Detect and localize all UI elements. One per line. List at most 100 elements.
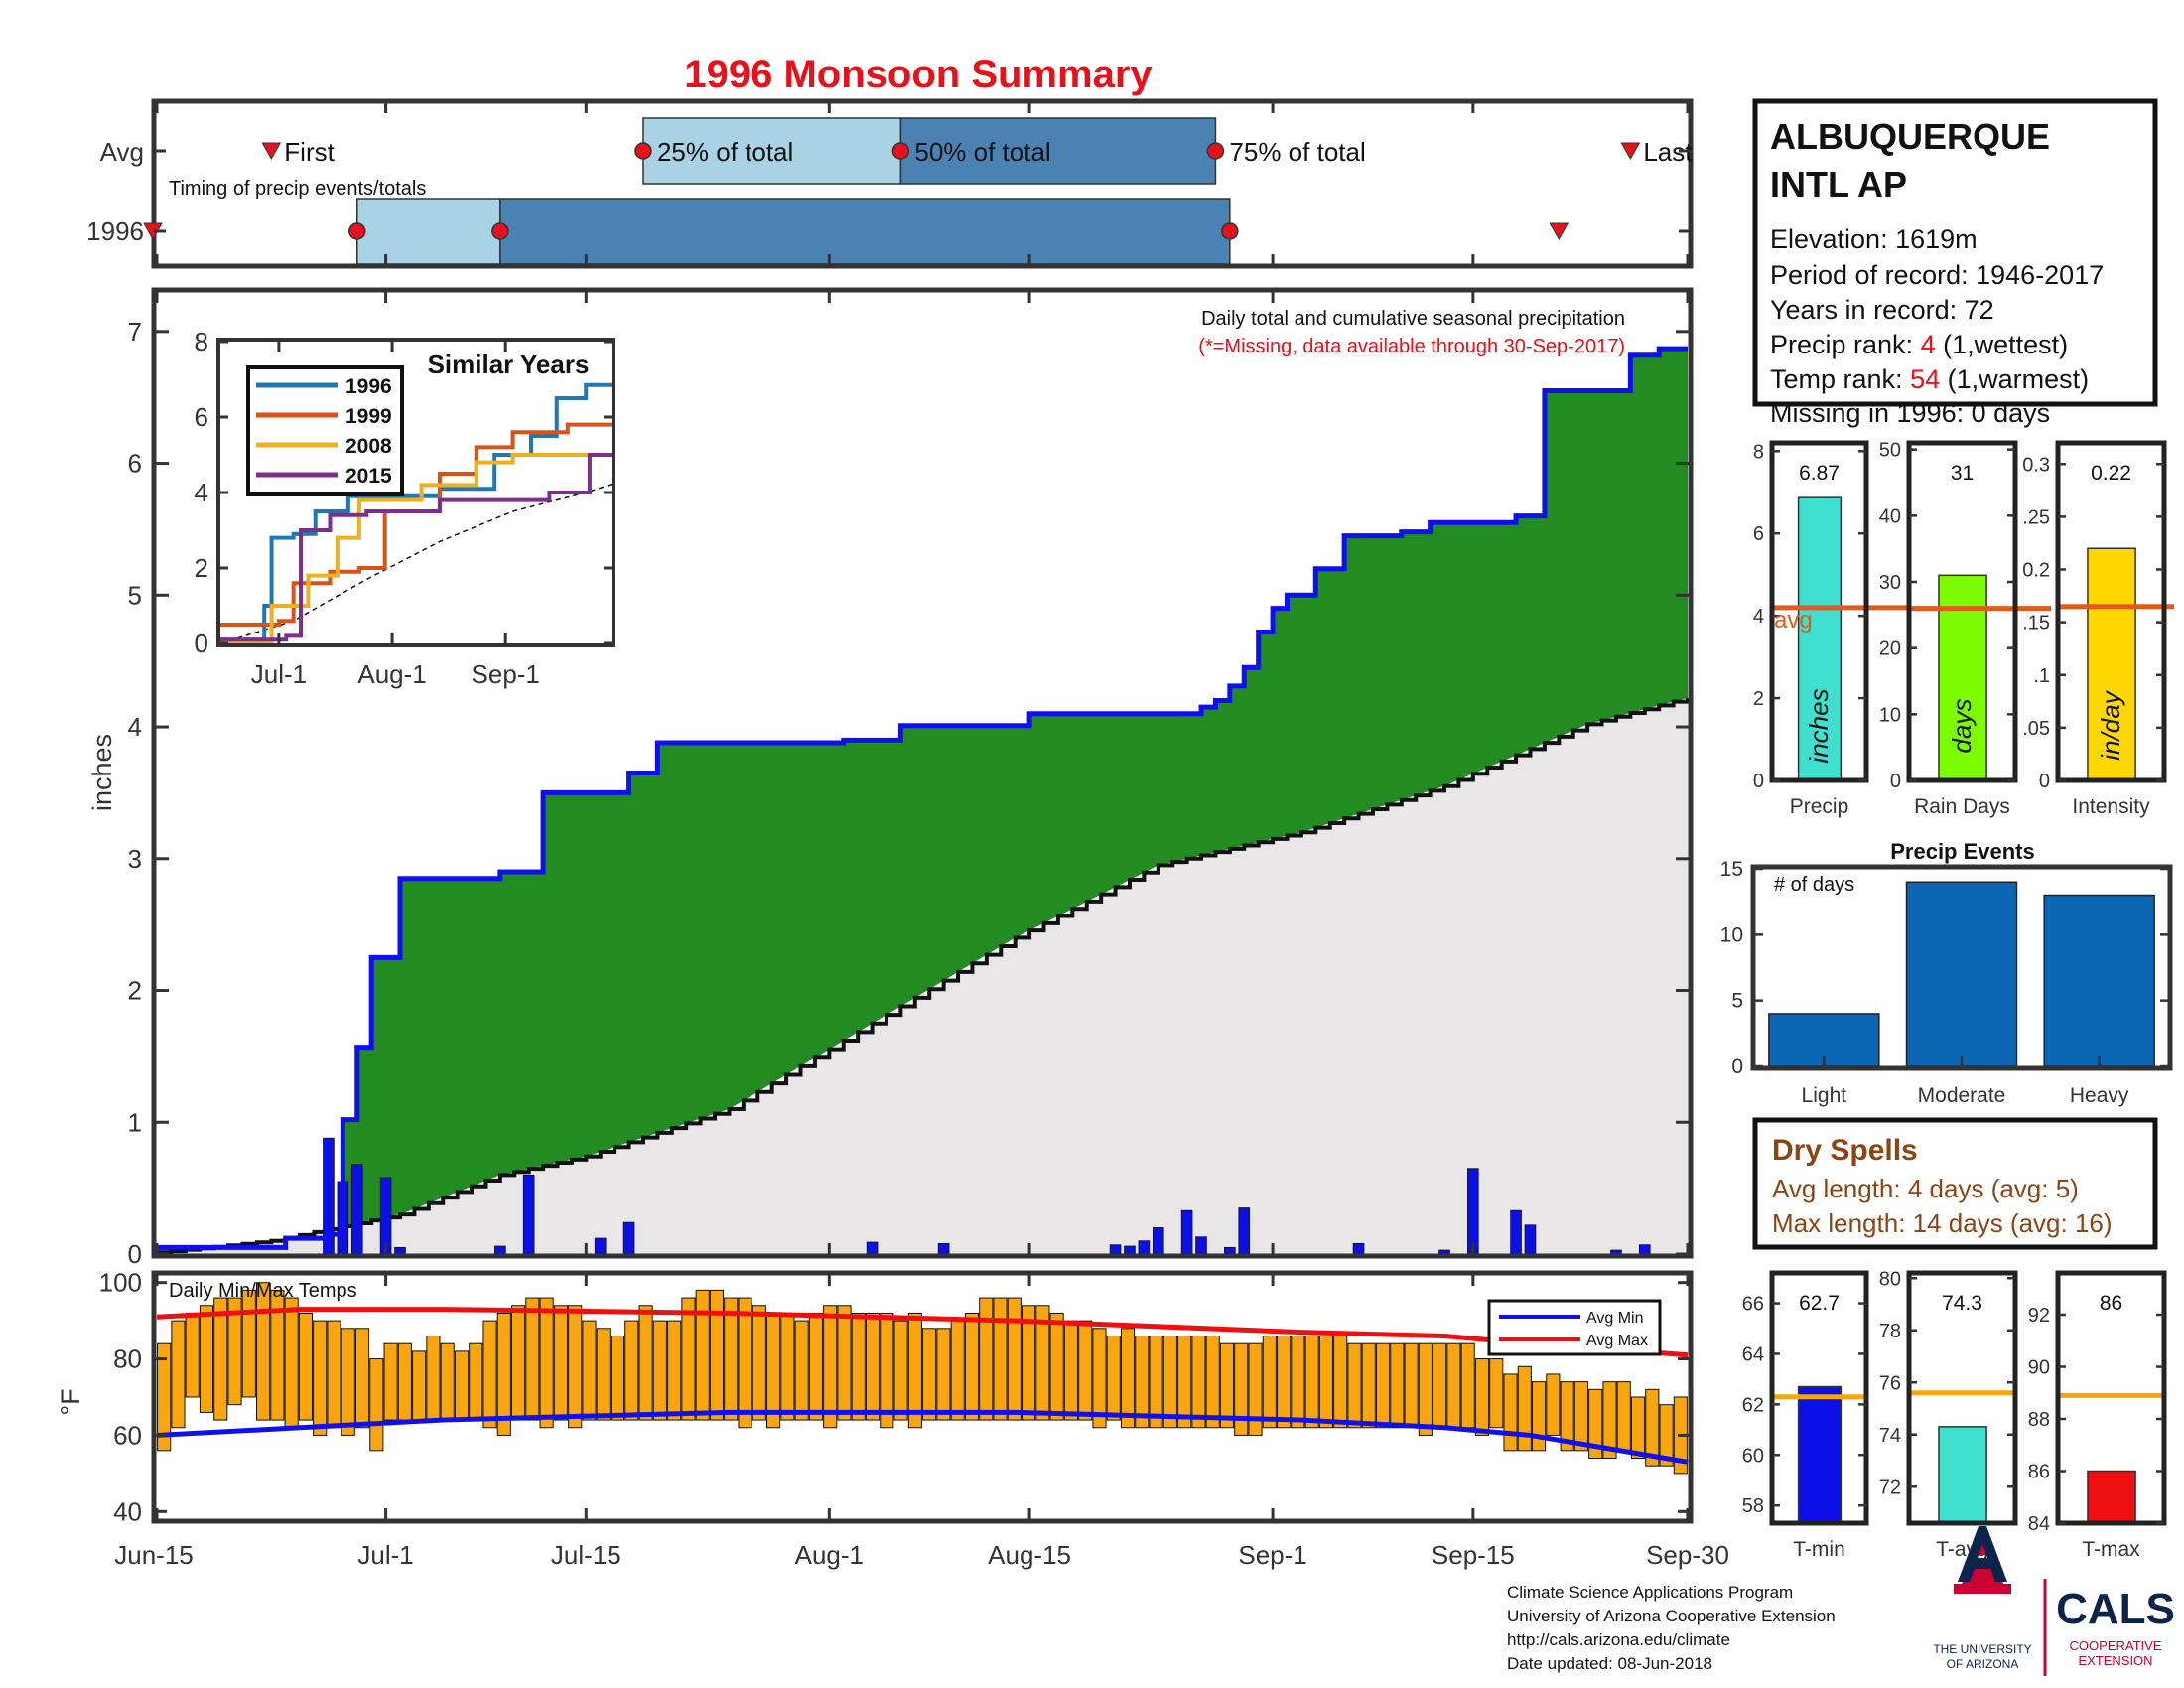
daily-temp-bar: [1418, 1342, 1433, 1436]
daily-precip-bar: [1467, 1168, 1479, 1255]
daily-temp-bar: [1460, 1342, 1475, 1429]
daily-temp-bar: [1092, 1328, 1107, 1429]
precip-total-value-label: 6.87: [1799, 462, 1840, 485]
precip-total-ytick-label: 8: [1753, 441, 1764, 463]
inset-legend-label-2015: 2015: [345, 465, 392, 488]
daily-temp-bar: [511, 1305, 526, 1421]
station-info-box: ALBUQUERQUE INTL AP Elevation: 1619m Per…: [1752, 98, 2158, 428]
intensity-panel: 0 .05 .1 .15 0.2 .25 0.3 0.22 Intensity in/day: [2022, 440, 2174, 818]
date-label-Jul-15: Jul-15: [551, 1540, 621, 1570]
dot-year-50: [491, 222, 509, 240]
cals-subtext-2: EXTENSION: [2078, 1653, 2152, 1668]
dot-avg-50: [891, 142, 910, 160]
precip-rank-suffix: (1,wettest): [1936, 330, 2069, 359]
daily-temp-bar: [1361, 1342, 1376, 1429]
rain-days-ytick-label: 0: [1890, 771, 1901, 792]
daily-temp-bar: [354, 1328, 370, 1429]
temp-frame: [151, 1270, 1694, 1524]
precip-events-title: Precip Events: [1890, 839, 2035, 864]
inset-title: Similar Years: [428, 350, 590, 379]
rain-days-ytick-label: 50: [1879, 440, 1901, 462]
dry-spells-title: Dry Spells: [1772, 1134, 1918, 1167]
daily-temp-bar: [412, 1350, 427, 1421]
avg-first-quarter-bar: [642, 117, 902, 185]
temp-rank-prefix: Temp rank:: [1770, 364, 1910, 394]
daily-temp-bar: [1517, 1365, 1532, 1452]
daily-temp-bar: [1219, 1342, 1235, 1429]
temp-axes: 40 60 80 100: [99, 1268, 1691, 1526]
daily-temp-bar: [1248, 1342, 1263, 1436]
daily-temp-bar: [823, 1305, 838, 1429]
daily-temp-bar: [695, 1289, 710, 1421]
daily-precip-bar: [937, 1242, 950, 1255]
t-max-ytick-label: 90: [2028, 1357, 2050, 1379]
station-temp-rank: Temp rank: 54 (1,warmest): [1770, 364, 2089, 394]
temp-ytick-label: 40: [113, 1496, 142, 1526]
timing-p25-label: 25% of total: [657, 137, 793, 167]
year-last-marker: [1549, 222, 1570, 241]
precip-total-panel: 0 2 4 6 8 6.87 Precip inches avg: [1753, 440, 1911, 818]
daily-temp-bar: [171, 1320, 186, 1429]
precip-total-ytick-label: 6: [1753, 523, 1764, 545]
inset-xtick-label: Aug-1: [357, 659, 426, 689]
daily-temp-bar: [256, 1282, 271, 1421]
t-avg-ytick-label: 76: [1879, 1372, 1901, 1394]
events-ytick-label: 15: [1720, 858, 1743, 881]
daily-temp-bar: [907, 1312, 922, 1429]
daily-precip-bar: [1352, 1242, 1365, 1255]
intensity-frame: [2055, 440, 2167, 783]
daily-temp-bar: [865, 1312, 881, 1421]
daily-temp-bar: [1063, 1320, 1078, 1421]
daily-temp-bar: [213, 1297, 228, 1421]
daily-temp-bar: [1120, 1328, 1136, 1429]
average-cumulative-area: [157, 697, 1688, 1254]
intensity-ytick-label: 0.3: [2022, 454, 2050, 476]
temp-rank-value: 54: [1910, 364, 1940, 394]
university-of-arizona-logo: THE UNIVERSITY OF ARIZONA: [1933, 1526, 2032, 1671]
main-axes: 0 1 2 3 4 5 6 7: [128, 290, 1691, 1269]
inset-legend-items: 1996 1999 2008 2015: [256, 375, 392, 488]
timing-row-year: 1996: [86, 216, 144, 246]
daily-temp-bar: [454, 1350, 470, 1421]
daily-temp-bar: [751, 1305, 766, 1421]
main-ytick-label: 2: [128, 976, 142, 1006]
precip-total-frame: [1769, 440, 1869, 783]
events-ytick-label: 5: [1731, 990, 1743, 1013]
daily-precip-bar: [1524, 1224, 1537, 1255]
cals-subtext-1: COOPERATIVE: [2070, 1638, 2162, 1653]
inset-xtick-label: Jul-1: [251, 659, 307, 689]
footer-line-4: Date updated: 08-Jun-2018: [1507, 1654, 1712, 1673]
daily-temp-bar: [525, 1297, 540, 1421]
dot-year-75: [1221, 222, 1239, 240]
temp-rank-suffix: (1,warmest): [1940, 364, 2089, 394]
daily-temp-bar: [724, 1297, 739, 1421]
daily-temp-bar: [1318, 1336, 1333, 1429]
rain-days-ytick-label: 40: [1879, 505, 1901, 527]
daily-temp-bar: [780, 1312, 795, 1421]
t-avg-ytick-label: 72: [1879, 1477, 1901, 1498]
legend-avg-min-label: Avg Min: [1586, 1310, 1644, 1327]
intensity-x-label: Intensity: [2072, 795, 2150, 818]
cals-logo-text: CALS: [2056, 1585, 2175, 1633]
daily-temp-bar: [241, 1289, 256, 1398]
main-ytick-label: 5: [128, 580, 142, 610]
daily-temp-bar: [553, 1305, 568, 1421]
event-label-moderate: Moderate: [1918, 1084, 2006, 1107]
daily-temp-bar: [582, 1320, 597, 1421]
timing-panel: Avg 1996 Timing of precip events/totals …: [86, 98, 1694, 269]
intensity-ytick-label: .15: [2022, 613, 2050, 634]
temp-legend: [1487, 1299, 1662, 1356]
t-max-frame: [2055, 1270, 2167, 1526]
t-min-bar: [1797, 1385, 1843, 1524]
inset-plot-area: [219, 382, 614, 644]
events-ytick-label: 0: [1731, 1055, 1743, 1078]
daily-precip-bar: [1638, 1244, 1651, 1255]
daily-precip-bar: [1138, 1240, 1151, 1255]
daily-temp-bar: [964, 1312, 980, 1421]
daily-temp-bar: [1446, 1342, 1461, 1429]
daily-temp-bar: [469, 1342, 483, 1421]
date-label-Jun-15: Jun-15: [114, 1540, 194, 1570]
daily-precip-bar: [1510, 1209, 1522, 1255]
